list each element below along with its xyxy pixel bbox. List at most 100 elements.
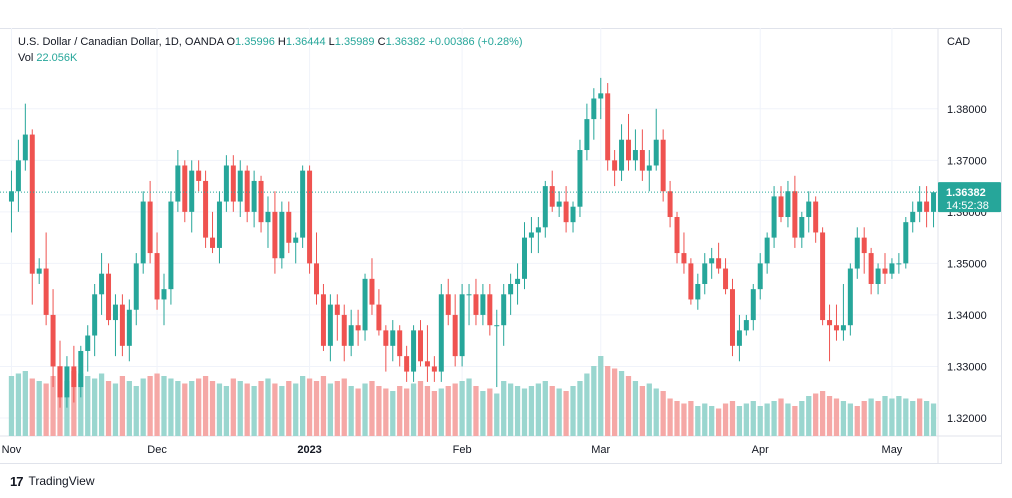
candle[interactable] — [22, 103, 28, 171]
candle[interactable] — [757, 253, 763, 300]
candle[interactable] — [799, 211, 805, 248]
candle[interactable] — [57, 340, 63, 408]
candle[interactable] — [605, 83, 611, 171]
candle[interactable] — [861, 227, 867, 274]
candle[interactable] — [508, 273, 514, 315]
candle[interactable] — [300, 165, 306, 248]
candle[interactable] — [882, 253, 888, 284]
candle[interactable] — [362, 273, 368, 341]
candle[interactable] — [50, 289, 56, 388]
candle[interactable] — [279, 201, 285, 269]
price-chart[interactable]: 1.320001.330001.340001.350001.360001.370… — [0, 0, 1012, 470]
candle[interactable] — [743, 314, 749, 336]
candle[interactable] — [501, 283, 507, 346]
candle[interactable] — [612, 150, 618, 187]
candle[interactable] — [556, 191, 562, 218]
candle[interactable] — [376, 289, 382, 336]
candle[interactable] — [487, 283, 493, 336]
candle[interactable] — [341, 304, 347, 362]
candle[interactable] — [272, 191, 278, 274]
candle[interactable] — [542, 180, 548, 238]
candle[interactable] — [674, 211, 680, 264]
candle[interactable] — [85, 325, 91, 372]
candle[interactable] — [632, 129, 638, 171]
candle[interactable] — [827, 304, 833, 362]
candle[interactable] — [695, 273, 701, 310]
candle[interactable] — [896, 253, 902, 274]
candle[interactable] — [140, 191, 146, 274]
candle[interactable] — [78, 345, 84, 398]
candle[interactable] — [903, 217, 909, 269]
candle[interactable] — [411, 325, 417, 382]
candle[interactable] — [286, 201, 292, 254]
candle[interactable] — [175, 150, 181, 212]
candle[interactable] — [764, 232, 770, 274]
candle[interactable] — [154, 232, 160, 310]
candle[interactable] — [473, 278, 479, 326]
candle[interactable] — [917, 186, 923, 223]
candle[interactable] — [736, 314, 742, 362]
candle[interactable] — [522, 222, 527, 290]
candle[interactable] — [813, 196, 819, 243]
candle[interactable] — [383, 325, 389, 372]
candle[interactable] — [369, 258, 375, 315]
candle[interactable] — [119, 294, 125, 357]
candle[interactable] — [15, 139, 21, 212]
candle[interactable] — [431, 356, 437, 382]
candle[interactable] — [320, 283, 326, 351]
candle[interactable] — [535, 217, 541, 254]
candle[interactable] — [459, 283, 465, 367]
candle[interactable] — [820, 227, 826, 326]
brand-name[interactable]: TradingView — [28, 474, 95, 488]
candle[interactable] — [92, 283, 98, 357]
candle[interactable] — [875, 263, 881, 295]
candle[interactable] — [528, 217, 534, 254]
candle[interactable] — [29, 129, 35, 305]
candle[interactable] — [625, 113, 631, 171]
candle[interactable] — [244, 165, 250, 223]
candle[interactable] — [397, 325, 403, 367]
candle[interactable] — [64, 356, 70, 408]
candle[interactable] — [584, 103, 590, 161]
candle[interactable] — [334, 294, 340, 341]
candle[interactable] — [771, 186, 777, 248]
candle[interactable] — [418, 320, 423, 367]
candle[interactable] — [688, 258, 694, 305]
candle[interactable] — [8, 170, 14, 233]
candle[interactable] — [203, 170, 209, 248]
candle[interactable] — [36, 258, 42, 284]
candle[interactable] — [196, 160, 202, 192]
candle[interactable] — [445, 278, 451, 326]
candle[interactable] — [910, 201, 916, 233]
candle[interactable] — [792, 175, 798, 248]
candle[interactable] — [847, 263, 853, 336]
candle[interactable] — [71, 345, 77, 403]
candle[interactable] — [355, 309, 361, 346]
candle[interactable] — [667, 180, 673, 228]
candle[interactable] — [833, 304, 839, 341]
time-axis[interactable]: Nov Dec 2023 Feb Mar Apr May — [2, 444, 903, 456]
tradingview-logo-icon[interactable]: 17 — [10, 473, 24, 489]
candle[interactable] — [702, 253, 708, 295]
candle[interactable] — [619, 124, 625, 181]
candle[interactable] — [265, 196, 271, 248]
candle[interactable] — [126, 299, 132, 362]
candle[interactable] — [106, 263, 112, 326]
candle[interactable] — [216, 191, 222, 264]
candle[interactable] — [99, 253, 105, 315]
candle[interactable] — [598, 77, 604, 120]
candle[interactable] — [653, 108, 659, 171]
candle[interactable] — [577, 139, 583, 218]
candle[interactable] — [494, 309, 500, 388]
candle[interactable] — [750, 283, 756, 331]
candle[interactable] — [563, 186, 569, 233]
candle[interactable] — [709, 247, 715, 279]
candle[interactable] — [189, 160, 195, 233]
candle[interactable] — [591, 88, 597, 140]
candle[interactable] — [237, 160, 243, 218]
symbol-name[interactable]: U.S. Dollar / Canadian Dollar, 1D, OANDA — [18, 36, 224, 48]
candle[interactable] — [251, 170, 257, 228]
candle[interactable] — [161, 273, 167, 326]
candle[interactable] — [168, 191, 174, 305]
candle[interactable] — [43, 232, 49, 326]
